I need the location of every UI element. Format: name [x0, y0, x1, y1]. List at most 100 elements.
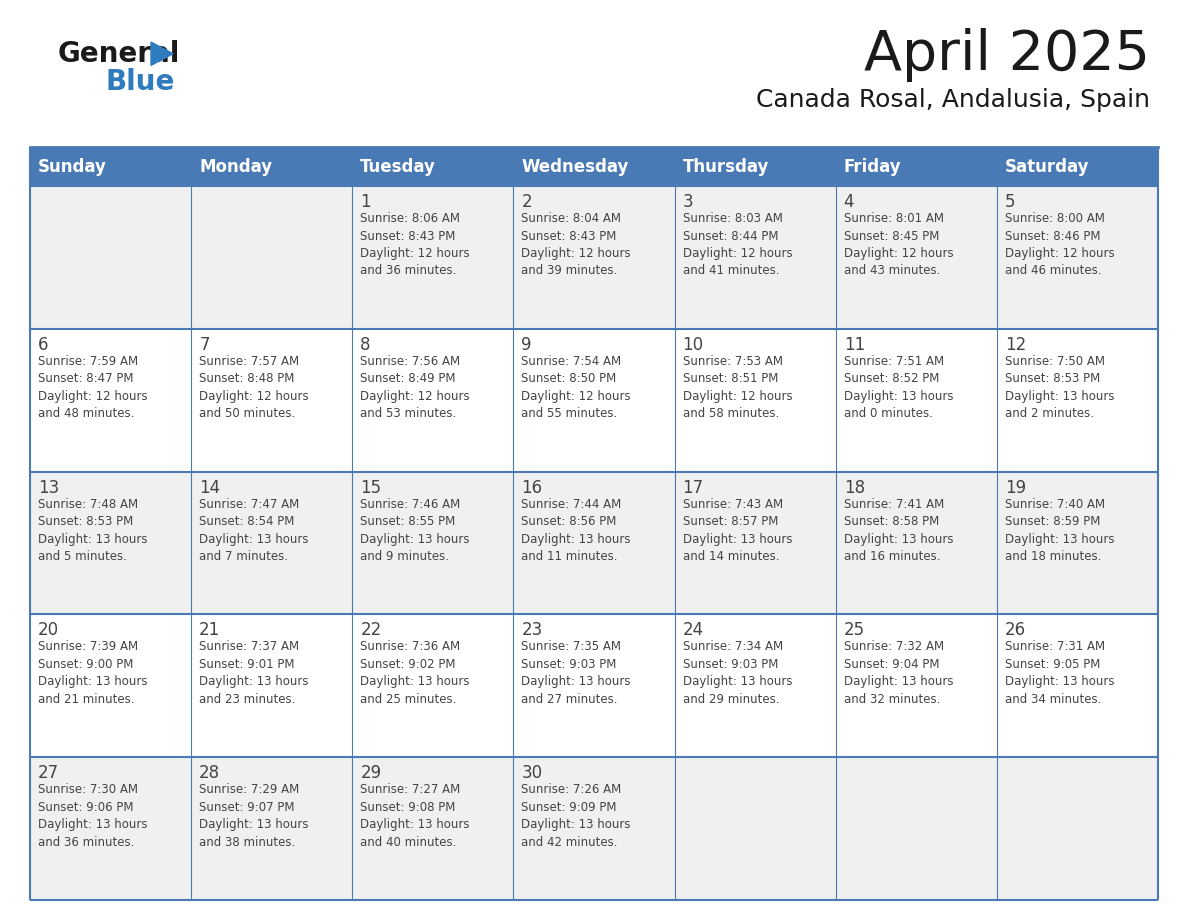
Text: Sunrise: 7:35 AM
Sunset: 9:03 PM
Daylight: 13 hours
and 27 minutes.: Sunrise: 7:35 AM Sunset: 9:03 PM Dayligh…	[522, 641, 631, 706]
Bar	[675, 757, 835, 900]
Text: 10: 10	[683, 336, 703, 353]
Text: Sunrise: 7:59 AM
Sunset: 8:47 PM
Daylight: 12 hours
and 48 minutes.: Sunrise: 7:59 AM Sunset: 8:47 PM Dayligh…	[38, 354, 147, 420]
Text: 24: 24	[683, 621, 703, 640]
Bar	[997, 329, 1158, 472]
Text: 29: 29	[360, 764, 381, 782]
Text: Sunrise: 7:34 AM
Sunset: 9:03 PM
Daylight: 13 hours
and 29 minutes.: Sunrise: 7:34 AM Sunset: 9:03 PM Dayligh…	[683, 641, 792, 706]
Text: 23: 23	[522, 621, 543, 640]
Text: Sunrise: 7:48 AM
Sunset: 8:53 PM
Daylight: 13 hours
and 5 minutes.: Sunrise: 7:48 AM Sunset: 8:53 PM Dayligh…	[38, 498, 147, 563]
Bar	[997, 472, 1158, 614]
Bar	[675, 186, 835, 329]
Text: 21: 21	[200, 621, 221, 640]
Text: Sunrise: 7:47 AM
Sunset: 8:54 PM
Daylight: 13 hours
and 7 minutes.: Sunrise: 7:47 AM Sunset: 8:54 PM Dayligh…	[200, 498, 309, 563]
Text: Saturday: Saturday	[1005, 158, 1089, 176]
Text: Sunrise: 7:44 AM
Sunset: 8:56 PM
Daylight: 13 hours
and 11 minutes.: Sunrise: 7:44 AM Sunset: 8:56 PM Dayligh…	[522, 498, 631, 563]
Bar	[675, 329, 835, 472]
Text: Sunrise: 7:26 AM
Sunset: 9:09 PM
Daylight: 13 hours
and 42 minutes.: Sunrise: 7:26 AM Sunset: 9:09 PM Dayligh…	[522, 783, 631, 849]
Text: Sunrise: 7:46 AM
Sunset: 8:55 PM
Daylight: 13 hours
and 9 minutes.: Sunrise: 7:46 AM Sunset: 8:55 PM Dayligh…	[360, 498, 469, 563]
Bar	[513, 329, 675, 472]
Text: 25: 25	[843, 621, 865, 640]
Text: 8: 8	[360, 336, 371, 353]
Text: Sunrise: 8:04 AM
Sunset: 8:43 PM
Daylight: 12 hours
and 39 minutes.: Sunrise: 8:04 AM Sunset: 8:43 PM Dayligh…	[522, 212, 631, 277]
Bar	[835, 329, 997, 472]
Bar	[513, 472, 675, 614]
Bar	[191, 472, 353, 614]
Text: 12: 12	[1005, 336, 1026, 353]
Bar	[191, 614, 353, 757]
Text: Sunrise: 8:06 AM
Sunset: 8:43 PM
Daylight: 12 hours
and 36 minutes.: Sunrise: 8:06 AM Sunset: 8:43 PM Dayligh…	[360, 212, 470, 277]
Bar	[997, 186, 1158, 329]
Bar	[997, 148, 1158, 186]
Text: 18: 18	[843, 478, 865, 497]
Text: April 2025: April 2025	[864, 28, 1150, 82]
Text: 27: 27	[38, 764, 59, 782]
Text: 5: 5	[1005, 193, 1016, 211]
Bar	[353, 757, 513, 900]
Text: Sunrise: 7:57 AM
Sunset: 8:48 PM
Daylight: 12 hours
and 50 minutes.: Sunrise: 7:57 AM Sunset: 8:48 PM Dayligh…	[200, 354, 309, 420]
Text: 30: 30	[522, 764, 543, 782]
Text: Sunrise: 8:03 AM
Sunset: 8:44 PM
Daylight: 12 hours
and 41 minutes.: Sunrise: 8:03 AM Sunset: 8:44 PM Dayligh…	[683, 212, 792, 277]
Text: Sunrise: 7:53 AM
Sunset: 8:51 PM
Daylight: 12 hours
and 58 minutes.: Sunrise: 7:53 AM Sunset: 8:51 PM Dayligh…	[683, 354, 792, 420]
Text: Sunrise: 7:41 AM
Sunset: 8:58 PM
Daylight: 13 hours
and 16 minutes.: Sunrise: 7:41 AM Sunset: 8:58 PM Dayligh…	[843, 498, 953, 563]
Bar	[30, 148, 191, 186]
Text: 2: 2	[522, 193, 532, 211]
Bar	[835, 472, 997, 614]
Bar	[835, 757, 997, 900]
Text: 4: 4	[843, 193, 854, 211]
Bar	[835, 148, 997, 186]
Text: 1: 1	[360, 193, 371, 211]
Bar	[191, 329, 353, 472]
Text: Sunday: Sunday	[38, 158, 107, 176]
Text: 6: 6	[38, 336, 49, 353]
Text: 22: 22	[360, 621, 381, 640]
Text: Sunrise: 8:00 AM
Sunset: 8:46 PM
Daylight: 12 hours
and 46 minutes.: Sunrise: 8:00 AM Sunset: 8:46 PM Dayligh…	[1005, 212, 1114, 277]
Text: Sunrise: 7:40 AM
Sunset: 8:59 PM
Daylight: 13 hours
and 18 minutes.: Sunrise: 7:40 AM Sunset: 8:59 PM Dayligh…	[1005, 498, 1114, 563]
Text: Friday: Friday	[843, 158, 902, 176]
Text: Sunrise: 7:36 AM
Sunset: 9:02 PM
Daylight: 13 hours
and 25 minutes.: Sunrise: 7:36 AM Sunset: 9:02 PM Dayligh…	[360, 641, 469, 706]
Bar	[997, 757, 1158, 900]
Text: Sunrise: 7:31 AM
Sunset: 9:05 PM
Daylight: 13 hours
and 34 minutes.: Sunrise: 7:31 AM Sunset: 9:05 PM Dayligh…	[1005, 641, 1114, 706]
Text: 11: 11	[843, 336, 865, 353]
Bar	[513, 186, 675, 329]
Text: General: General	[58, 40, 181, 68]
Bar	[835, 186, 997, 329]
Bar	[353, 148, 513, 186]
Text: Sunrise: 7:32 AM
Sunset: 9:04 PM
Daylight: 13 hours
and 32 minutes.: Sunrise: 7:32 AM Sunset: 9:04 PM Dayligh…	[843, 641, 953, 706]
Bar	[30, 186, 191, 329]
Bar	[353, 472, 513, 614]
Bar	[513, 614, 675, 757]
Bar	[30, 329, 191, 472]
Bar	[353, 186, 513, 329]
Bar	[353, 329, 513, 472]
Text: 17: 17	[683, 478, 703, 497]
Text: 3: 3	[683, 193, 693, 211]
Text: 19: 19	[1005, 478, 1026, 497]
Text: Sunrise: 7:29 AM
Sunset: 9:07 PM
Daylight: 13 hours
and 38 minutes.: Sunrise: 7:29 AM Sunset: 9:07 PM Dayligh…	[200, 783, 309, 849]
Bar	[191, 757, 353, 900]
Bar	[835, 614, 997, 757]
Bar	[191, 186, 353, 329]
Polygon shape	[151, 42, 173, 65]
Text: 16: 16	[522, 478, 543, 497]
Text: Monday: Monday	[200, 158, 272, 176]
Text: Sunrise: 7:39 AM
Sunset: 9:00 PM
Daylight: 13 hours
and 21 minutes.: Sunrise: 7:39 AM Sunset: 9:00 PM Dayligh…	[38, 641, 147, 706]
Bar	[997, 614, 1158, 757]
Text: Sunrise: 7:30 AM
Sunset: 9:06 PM
Daylight: 13 hours
and 36 minutes.: Sunrise: 7:30 AM Sunset: 9:06 PM Dayligh…	[38, 783, 147, 849]
Text: Sunrise: 8:01 AM
Sunset: 8:45 PM
Daylight: 12 hours
and 43 minutes.: Sunrise: 8:01 AM Sunset: 8:45 PM Dayligh…	[843, 212, 953, 277]
Bar	[675, 614, 835, 757]
Bar	[675, 472, 835, 614]
Bar	[513, 757, 675, 900]
Text: Sunrise: 7:37 AM
Sunset: 9:01 PM
Daylight: 13 hours
and 23 minutes.: Sunrise: 7:37 AM Sunset: 9:01 PM Dayligh…	[200, 641, 309, 706]
Text: Sunrise: 7:43 AM
Sunset: 8:57 PM
Daylight: 13 hours
and 14 minutes.: Sunrise: 7:43 AM Sunset: 8:57 PM Dayligh…	[683, 498, 792, 563]
Text: 26: 26	[1005, 621, 1026, 640]
Text: 20: 20	[38, 621, 59, 640]
Text: 7: 7	[200, 336, 209, 353]
Text: Sunrise: 7:50 AM
Sunset: 8:53 PM
Daylight: 13 hours
and 2 minutes.: Sunrise: 7:50 AM Sunset: 8:53 PM Dayligh…	[1005, 354, 1114, 420]
Bar	[30, 472, 191, 614]
Text: 15: 15	[360, 478, 381, 497]
Text: Wednesday: Wednesday	[522, 158, 628, 176]
Bar	[191, 148, 353, 186]
Bar	[353, 614, 513, 757]
Text: 9: 9	[522, 336, 532, 353]
Text: Sunrise: 7:54 AM
Sunset: 8:50 PM
Daylight: 12 hours
and 55 minutes.: Sunrise: 7:54 AM Sunset: 8:50 PM Dayligh…	[522, 354, 631, 420]
